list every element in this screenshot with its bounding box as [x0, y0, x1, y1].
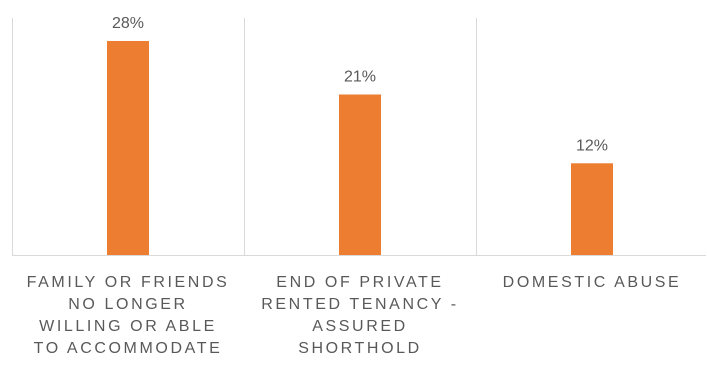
category-label-private-rented: END OF PRIVATE RENTED TENANCY - ASSURED …: [261, 274, 459, 357]
bar-0: [107, 41, 149, 255]
category-label-domestic-abuse: DOMESTIC ABUSE: [502, 274, 682, 291]
data-label-2: 12%: [576, 137, 608, 154]
bar-2: [571, 163, 613, 255]
category-label-family-friends: FAMILY OR FRIENDS NO LONGER WILLING OR A…: [26, 274, 230, 357]
data-label-0: 28%: [112, 15, 144, 32]
bar-1: [339, 94, 381, 255]
data-label-1: 21%: [344, 69, 376, 86]
